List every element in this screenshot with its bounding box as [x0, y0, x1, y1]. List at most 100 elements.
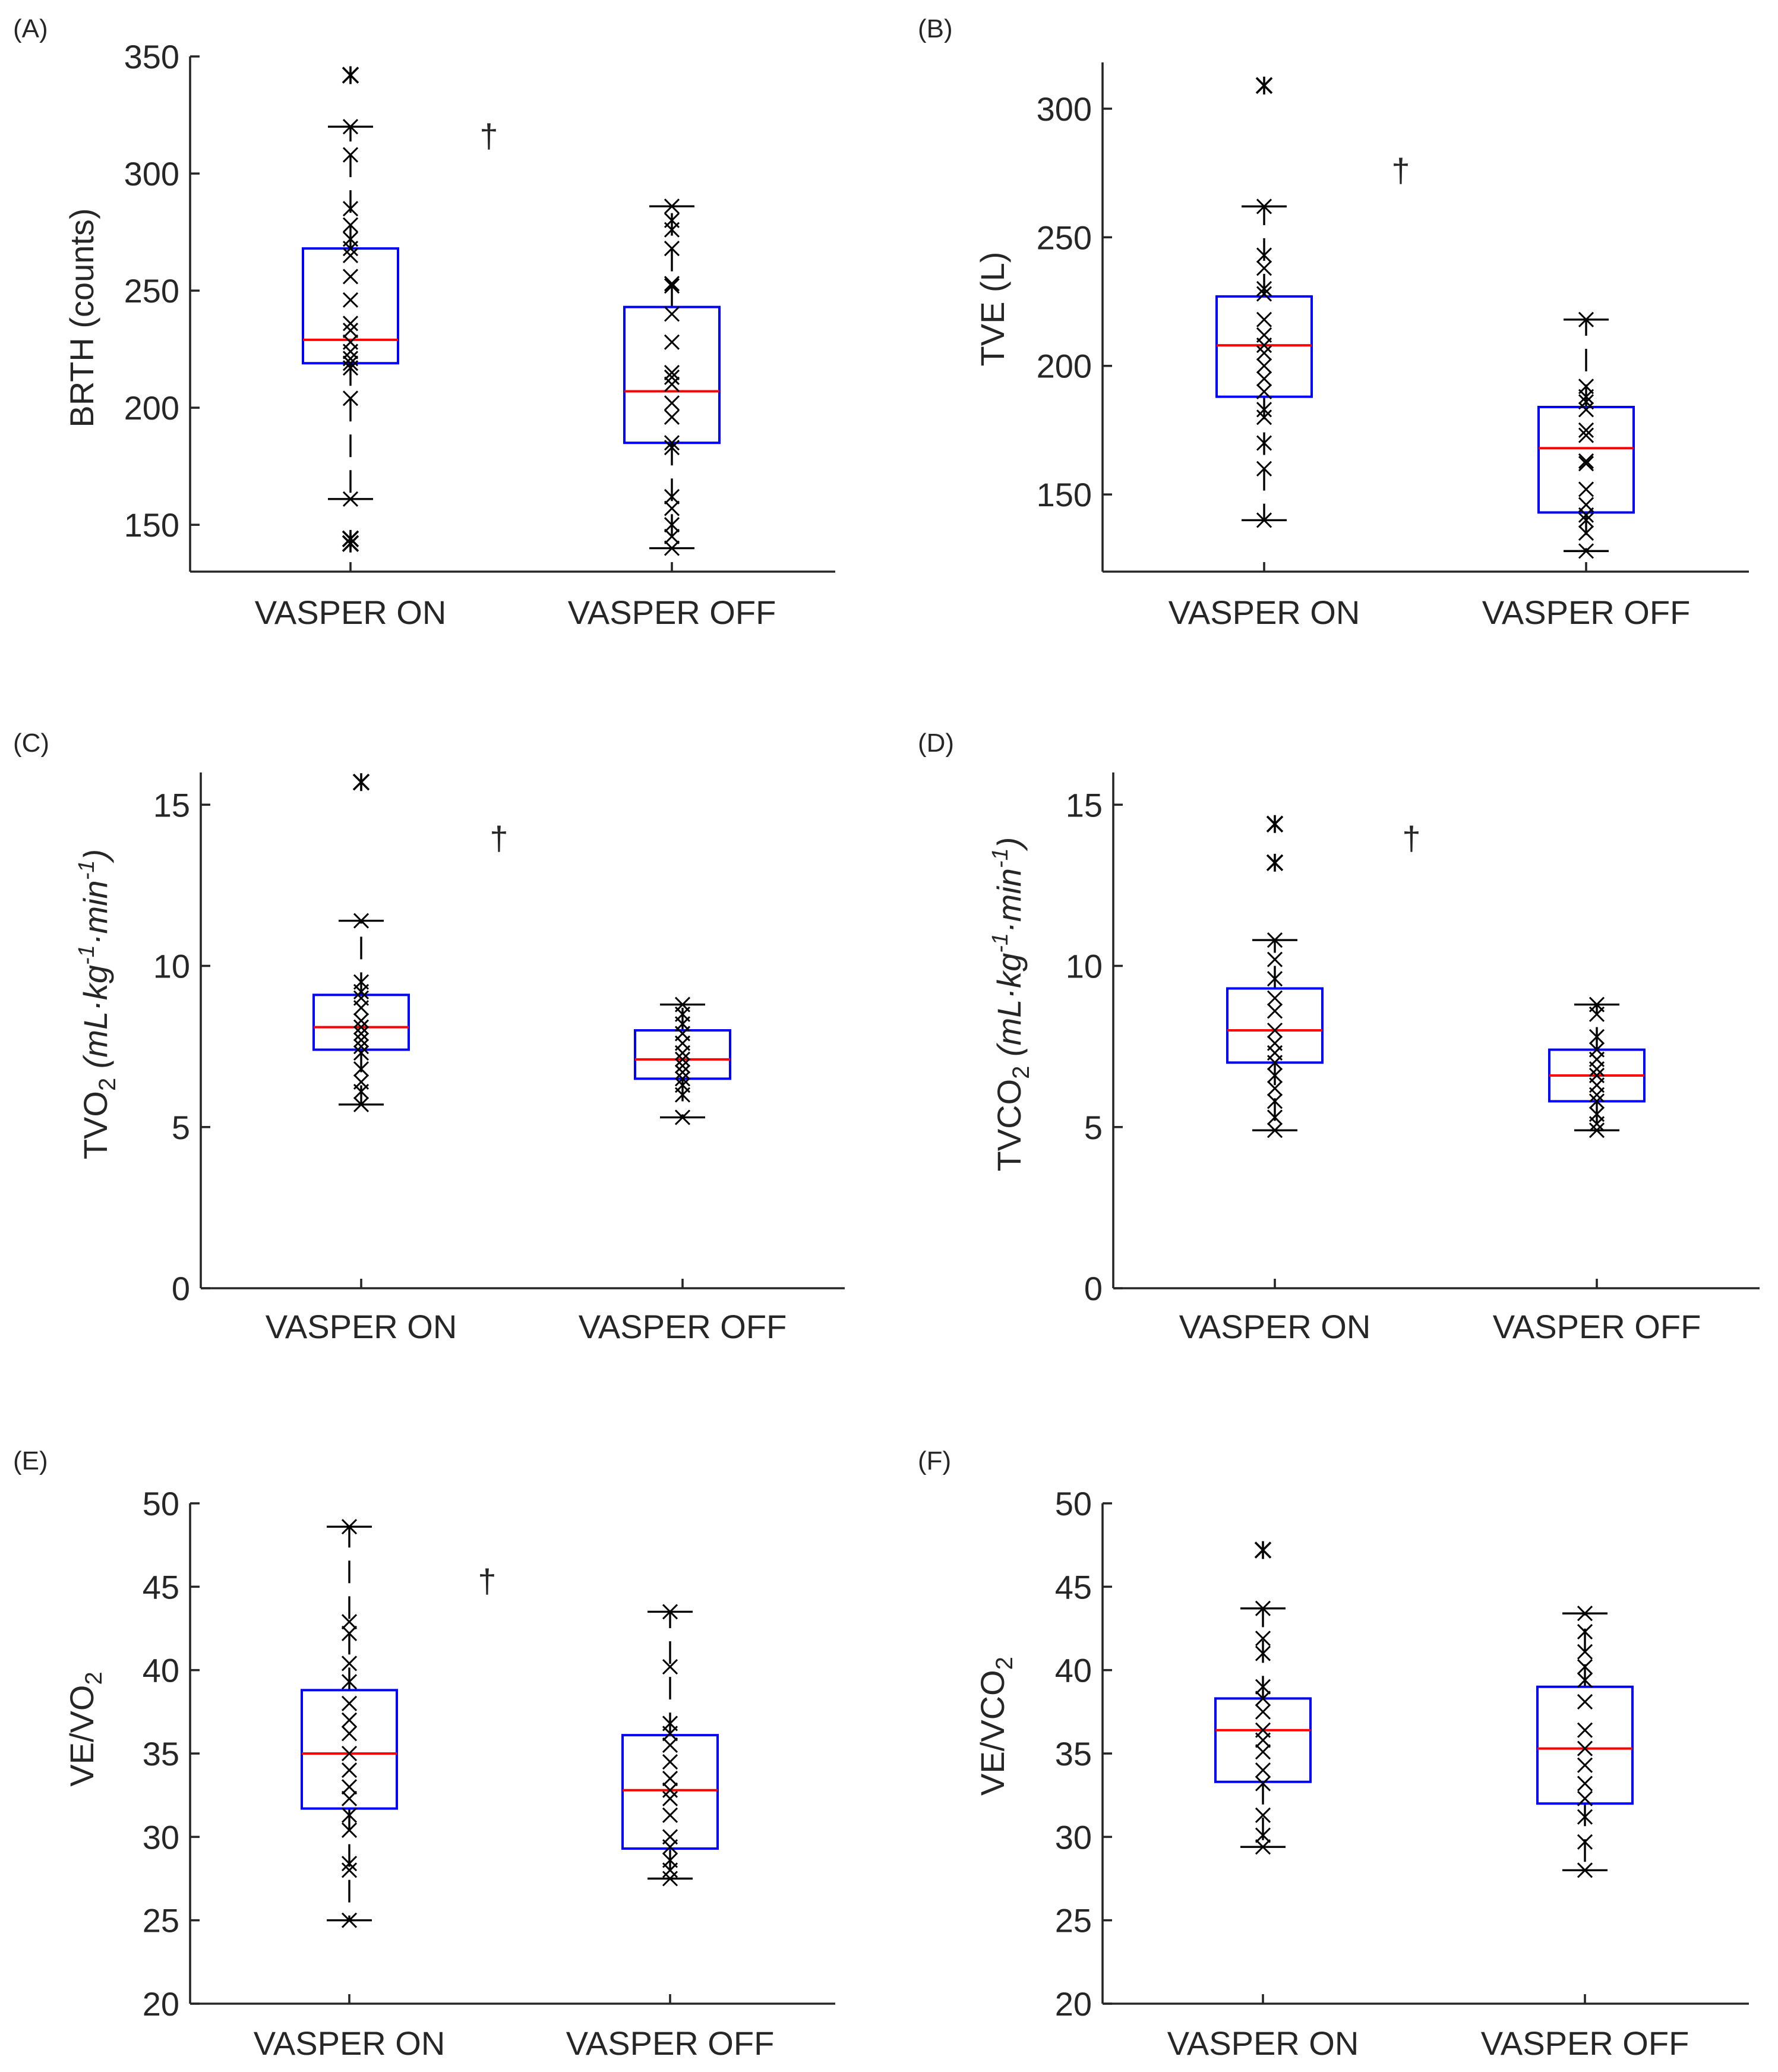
panel-f: (F) VE/VCO2 20 25 30 35 40 45 50 VASPER ON VAS…	[918, 1446, 1749, 2062]
data-point	[1577, 1775, 1593, 1792]
panel-e-marks	[301, 1519, 719, 1928]
data-point	[1267, 1093, 1283, 1109]
x-tick-label: VASPER ON	[255, 594, 447, 631]
data-point	[1256, 198, 1272, 215]
panel-d-y-ticks: 0 5 10 15	[1066, 786, 1598, 1307]
y-tick-label: 300	[124, 155, 179, 193]
data-point	[1577, 1790, 1593, 1806]
panel-b-significance-marker: †	[1391, 152, 1410, 189]
ylabel-base: VE/VO	[63, 1685, 100, 1787]
data-point	[674, 1058, 691, 1074]
y-tick-label: 200	[124, 389, 179, 427]
x-tick-label: VASPER OFF	[1482, 594, 1691, 631]
y-tick-label: 35	[143, 1735, 179, 1773]
ylabel-base: TVO	[77, 1091, 114, 1159]
data-point	[674, 1045, 691, 1061]
data-point	[664, 517, 680, 533]
y-tick-label: 45	[143, 1568, 179, 1606]
data-point	[341, 1674, 358, 1690]
data-point	[341, 1625, 358, 1641]
box-group-vasper-on	[1214, 1541, 1312, 1855]
data-point	[1267, 990, 1283, 1006]
ylabel-subscript: 2	[94, 1078, 121, 1091]
data-point	[342, 119, 359, 135]
y-tick-label: 30	[143, 1818, 179, 1856]
data-point	[664, 395, 680, 411]
data-point	[341, 1779, 358, 1795]
data-point	[353, 983, 370, 999]
data-point	[664, 369, 680, 385]
data-point	[1256, 383, 1272, 400]
panel-b-label: (B)	[918, 14, 953, 43]
x-tick-label: VASPER OFF	[579, 1308, 787, 1345]
panel-e-significance-marker: †	[478, 1562, 496, 1600]
data-point	[664, 241, 680, 257]
iqr-box	[1537, 405, 1635, 514]
data-point	[664, 198, 680, 215]
box-group-vasper-off	[634, 996, 731, 1125]
data-point	[353, 1039, 370, 1055]
data-point	[1256, 409, 1272, 425]
data-point	[1256, 345, 1272, 361]
data-point	[1578, 427, 1594, 443]
ylabel-unit-mid: ·min	[77, 880, 114, 945]
data-point	[342, 292, 359, 308]
panel-d-marks	[1226, 815, 1646, 1139]
data-point	[342, 491, 359, 507]
data-point	[1256, 311, 1272, 327]
data-point	[664, 500, 680, 516]
data-point	[342, 355, 359, 371]
data-point	[1267, 1122, 1283, 1139]
ylabel-subscript: 2	[81, 1672, 107, 1685]
ylabel-unit: (mL·kg	[77, 965, 114, 1068]
data-point	[1578, 507, 1594, 523]
y-tick-label: 0	[172, 1270, 190, 1307]
data-point	[1255, 1732, 1271, 1748]
data-point	[341, 1822, 358, 1838]
data-point	[1256, 247, 1272, 263]
data-point	[1255, 1600, 1271, 1616]
data-point	[342, 247, 359, 264]
outlier-point	[1266, 815, 1284, 833]
data-point	[674, 1064, 691, 1080]
data-point	[341, 1790, 358, 1806]
ylabel-unit: (mL·kg	[990, 953, 1028, 1057]
panel-b-ylabel: TVE (L)	[974, 252, 1011, 367]
panel-c-label: (C)	[13, 728, 49, 758]
y-tick-label: 25	[143, 1902, 179, 1939]
data-point	[1577, 1722, 1593, 1738]
ylabel-base: VE/VCO	[974, 1670, 1011, 1796]
y-tick-label: 40	[1055, 1652, 1092, 1689]
data-point	[674, 1109, 691, 1125]
x-tick-label: VASPER ON	[1169, 594, 1360, 631]
data-point	[342, 269, 359, 285]
data-point	[1256, 338, 1272, 354]
ylabel-unit-superscript: -1	[988, 848, 1013, 868]
data-point	[1267, 1022, 1283, 1039]
y-tick-label: 150	[1037, 476, 1092, 513]
data-point	[1255, 1839, 1271, 1855]
ylabel-unit-superscript: -1	[74, 860, 99, 881]
iqr-box	[302, 247, 399, 365]
y-tick-label: 10	[1066, 948, 1103, 985]
data-point	[1577, 1606, 1593, 1622]
data-point	[662, 1871, 678, 1887]
panel-d-label: (D)	[918, 728, 954, 758]
panel-a-y-ticks: 150 200 250 300 350	[124, 38, 673, 572]
data-point	[674, 1087, 691, 1103]
outlier-point	[1266, 853, 1284, 872]
data-point	[664, 540, 680, 556]
data-point	[341, 1655, 358, 1672]
data-point	[1267, 1109, 1283, 1125]
panel-c: (C) TVO2 (mL·kg-1·min-1) 0 5 10 15 VASPER O…	[13, 728, 845, 1345]
box-group-vasper-on	[301, 1519, 398, 1928]
data-point	[1577, 1644, 1593, 1660]
data-point	[662, 1807, 678, 1823]
box-group-vasper-on	[1226, 815, 1324, 1139]
data-point	[1578, 512, 1594, 528]
data-point	[1578, 543, 1594, 559]
box-group-vasper-on	[1215, 76, 1313, 528]
data-point	[662, 1790, 678, 1806]
data-point	[1255, 1827, 1271, 1843]
panel-d-ylabel: TVCO2 (mL·kg-1·min-1)	[988, 837, 1034, 1172]
